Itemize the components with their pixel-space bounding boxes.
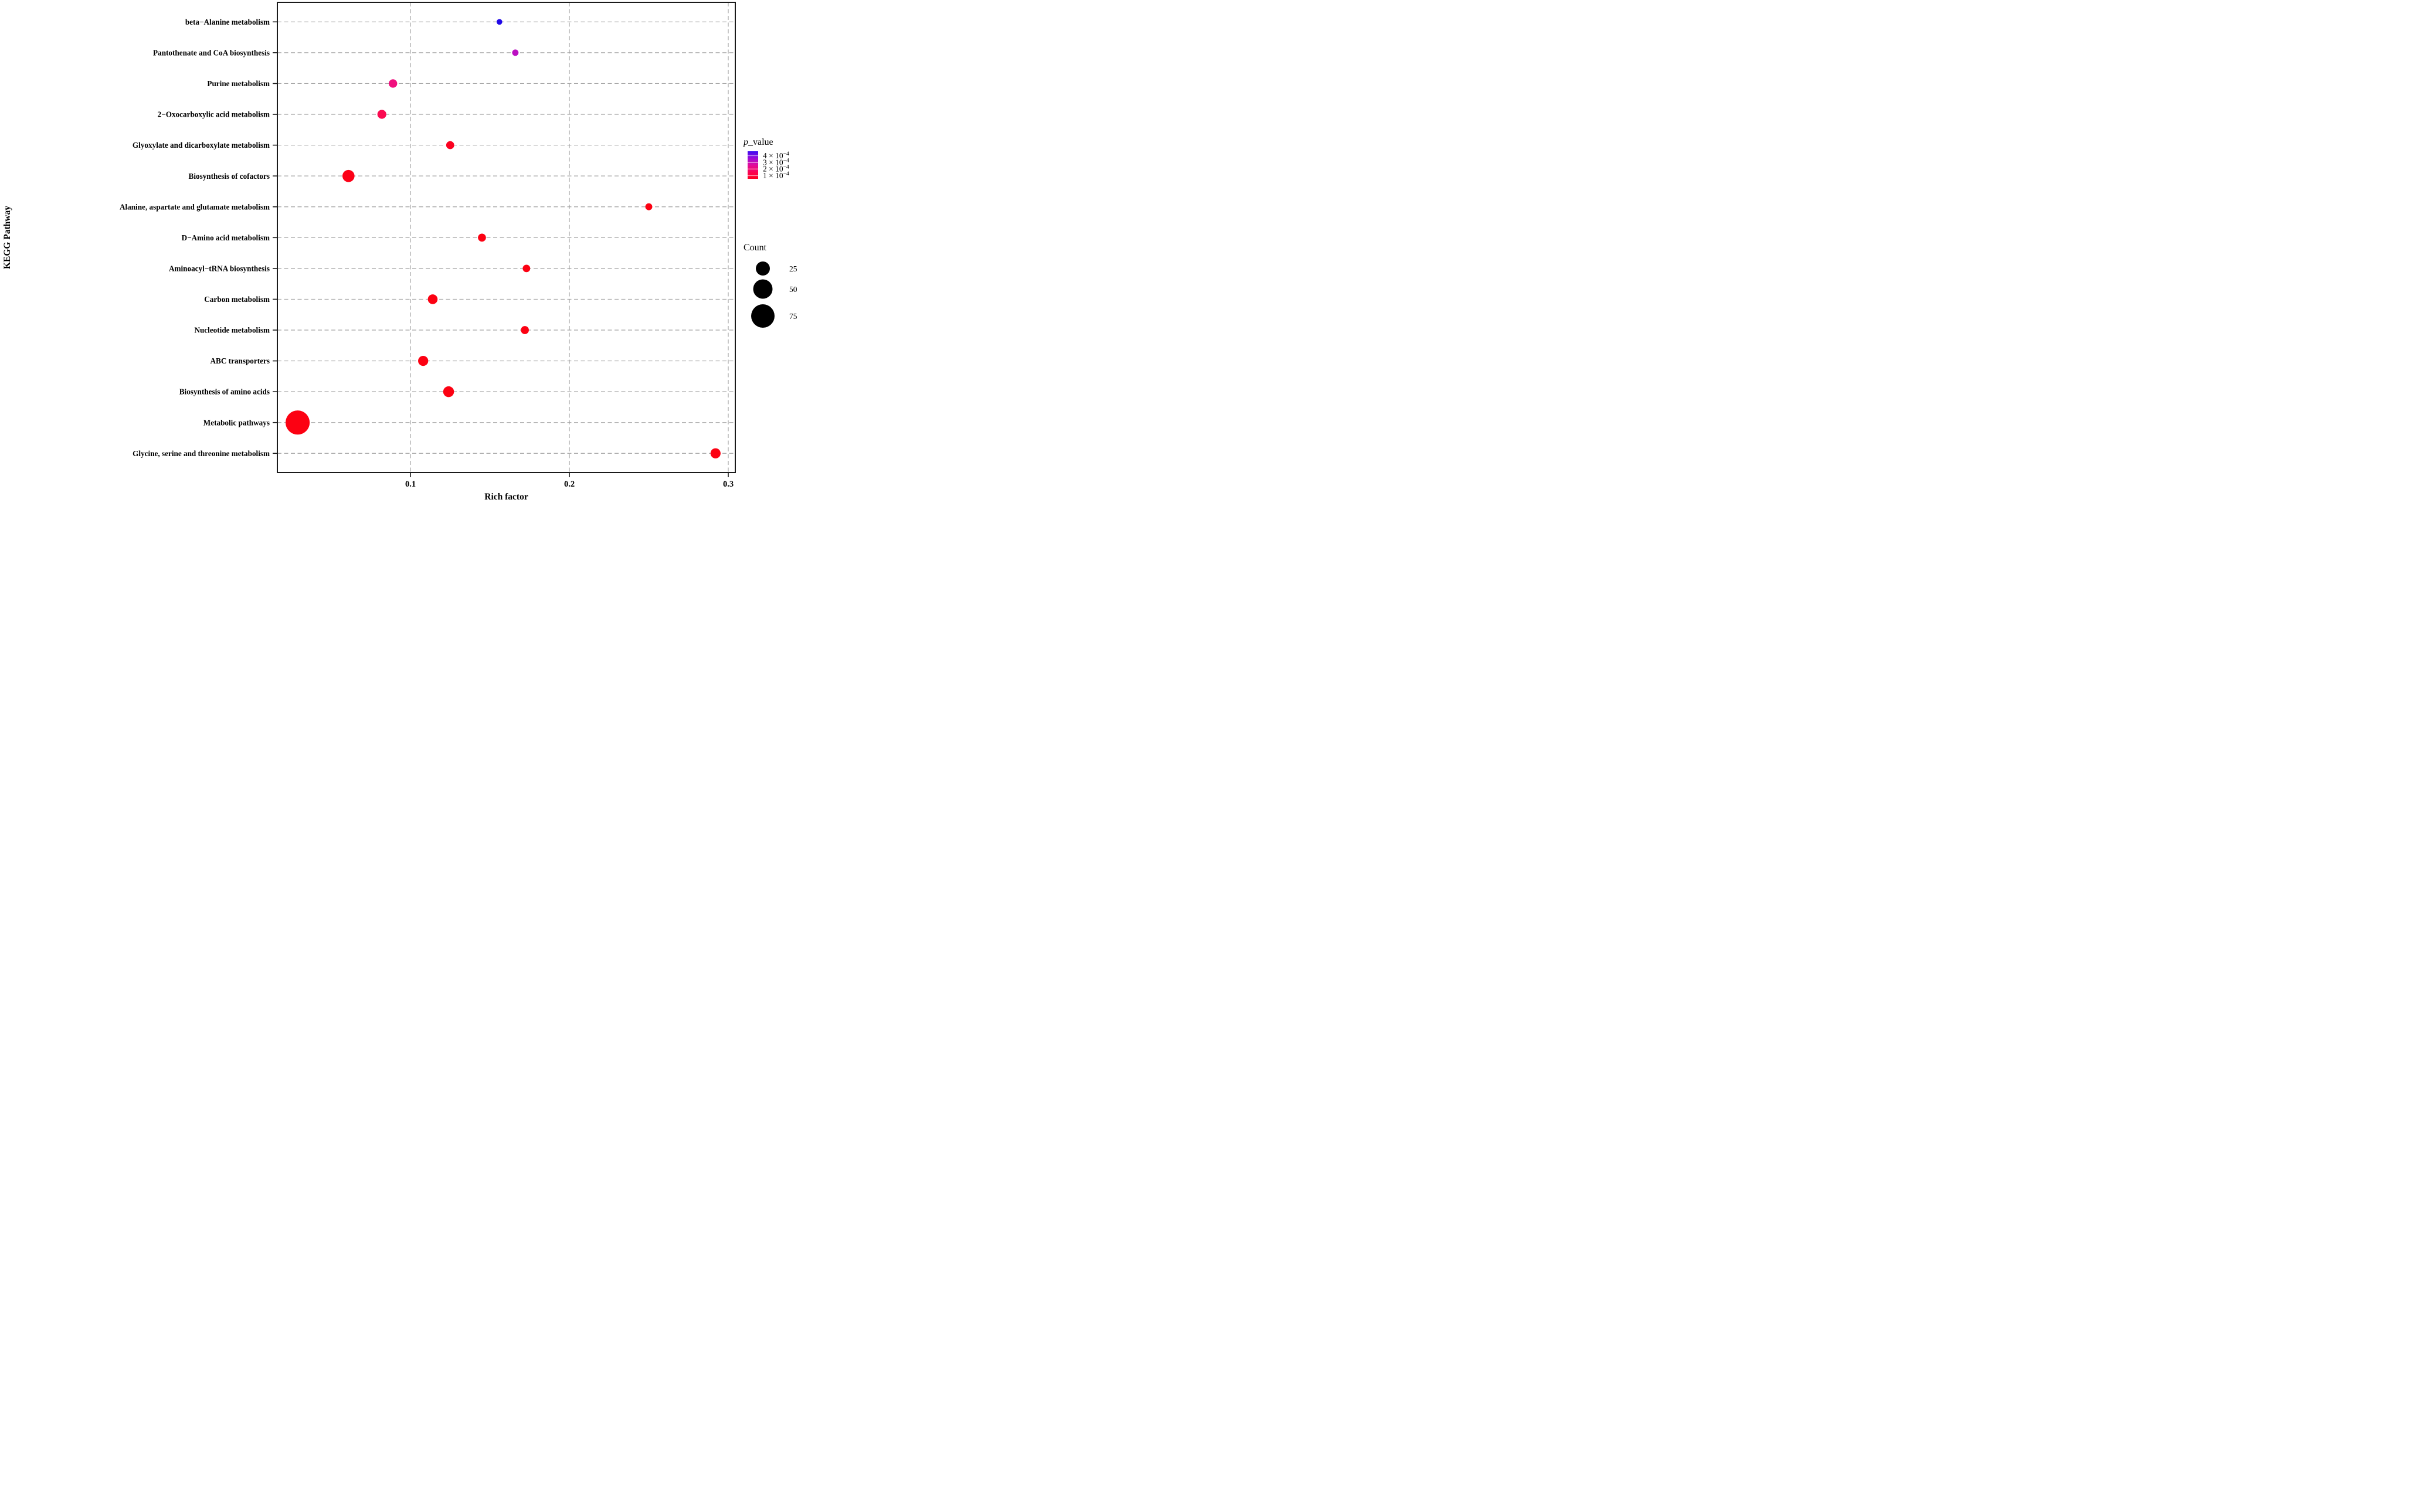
count-legend-label: 25	[789, 264, 797, 273]
count-legend-bubble	[753, 279, 773, 299]
data-bubble	[443, 386, 454, 397]
pvalue-legend-label: 2 × 10−4	[763, 165, 789, 174]
data-bubble	[522, 264, 531, 273]
y-tick-label: Aminoacyl−tRNA biosynthesis	[169, 264, 270, 273]
figure-background	[0, 0, 812, 504]
count-legend-label: 50	[789, 285, 797, 294]
y-tick-label: Glycine, serine and threonine metabolism	[133, 449, 270, 458]
y-axis-title: KEGG Pathway	[2, 206, 12, 269]
y-tick-label: Pantothenate and CoA biosynthesis	[153, 48, 270, 57]
data-bubble	[446, 141, 454, 149]
pvalue-legend-label: 4 × 10−4	[763, 151, 789, 160]
data-bubble	[377, 110, 386, 119]
data-bubble	[496, 19, 503, 25]
y-tick-label: Metabolic pathways	[203, 418, 270, 427]
y-tick-label: Glyoxylate and dicarboxylate metabolism	[133, 141, 270, 149]
pvalue-gradient-bar	[748, 151, 758, 179]
data-bubble	[418, 355, 429, 366]
data-bubble	[645, 203, 653, 210]
y-tick-label: Biosynthesis of amino acids	[179, 388, 270, 396]
y-tick-label: Carbon metabolism	[204, 295, 270, 304]
y-tick-label: Purine metabolism	[207, 79, 270, 88]
y-tick-label: Biosynthesis of cofactors	[189, 172, 270, 181]
y-tick-label: 2−Oxocarboxylic acid metabolism	[158, 110, 270, 119]
y-tick-label: beta−Alanine metabolism	[185, 18, 270, 26]
y-tick-label: Nucleotide metabolism	[194, 326, 270, 335]
x-tick-label: 0.2	[564, 480, 575, 489]
data-bubble	[478, 233, 486, 242]
data-bubble	[388, 79, 398, 88]
y-tick-label: Alanine, aspartate and glutamate metabol…	[120, 202, 270, 211]
x-tick-label: 0.1	[405, 480, 416, 489]
data-bubble	[521, 326, 529, 334]
data-bubble	[427, 294, 438, 304]
chart-canvas: 0.1 0.2 0.3 beta−Alanine metabolism Pantothe…	[0, 0, 812, 504]
data-bubble	[710, 448, 721, 458]
data-bubble	[285, 410, 310, 435]
y-tick-label: ABC transporters	[211, 356, 270, 365]
pvalue-legend-label: 3 × 10−4	[763, 158, 789, 167]
pvalue-legend-title: p_value	[743, 137, 773, 147]
pvalue-legend-label: 1 × 10−4	[763, 171, 789, 180]
data-bubble	[342, 169, 355, 182]
count-legend-bubble	[751, 304, 775, 328]
count-legend-label: 75	[789, 312, 797, 321]
count-legend-title: Count	[744, 243, 767, 253]
x-tick-label: 0.3	[723, 480, 734, 489]
x-axis-title: Rich factor	[484, 492, 528, 502]
count-legend-bubble	[756, 261, 770, 276]
kegg-enrichment-bubble-chart: 0.1 0.2 0.3 beta−Alanine metabolism Pantothe…	[0, 0, 812, 504]
data-bubble	[512, 49, 519, 56]
y-tick-label: D−Amino acid metabolism	[182, 233, 270, 242]
